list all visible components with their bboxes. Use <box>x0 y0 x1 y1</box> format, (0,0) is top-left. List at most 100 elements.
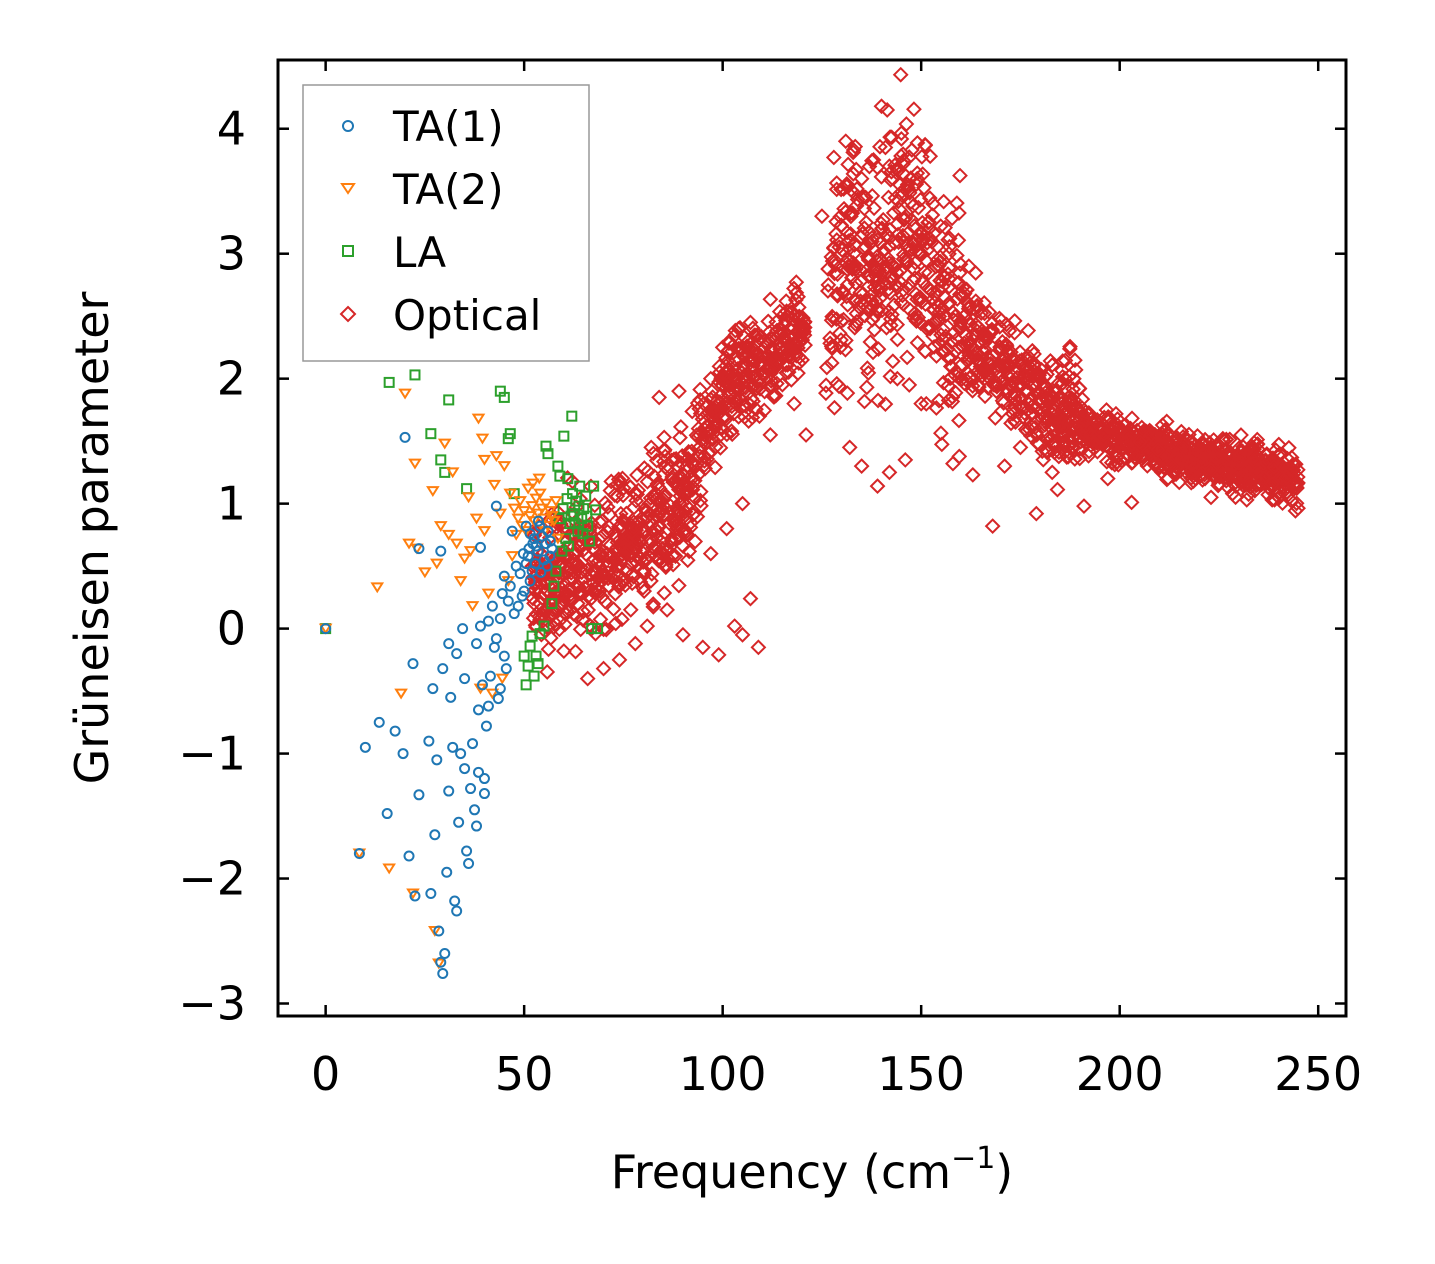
point-ta1 <box>486 600 498 612</box>
point-optical <box>1037 414 1054 431</box>
point-ta1 <box>502 595 514 607</box>
point-optical <box>880 250 897 267</box>
point-optical <box>895 165 912 182</box>
point-ta1 <box>447 741 459 753</box>
point-optical <box>781 346 798 362</box>
point-optical <box>1006 324 1023 341</box>
point-ta1 <box>359 741 371 753</box>
point-optical <box>873 98 890 115</box>
point-ta1 <box>512 600 524 612</box>
point-optical <box>975 328 992 345</box>
point-optical <box>899 349 916 366</box>
point-optical <box>833 217 850 234</box>
point-optical <box>636 562 653 579</box>
point-ta1 <box>451 648 463 660</box>
point-optical <box>740 413 757 429</box>
point-optical <box>831 378 847 395</box>
point-optical <box>853 458 870 475</box>
point-optical <box>702 423 719 440</box>
point-ta1 <box>516 590 528 602</box>
point-optical <box>924 292 941 308</box>
point-optical <box>768 375 785 392</box>
point-ta1 <box>423 735 435 747</box>
y-tick-label: 2 <box>217 352 246 406</box>
point-optical <box>964 378 981 394</box>
point-optical <box>866 200 882 217</box>
point-optical <box>781 349 797 365</box>
point-ta1 <box>518 585 530 597</box>
point-optical <box>875 211 892 228</box>
y-tick-label: −2 <box>178 852 246 906</box>
point-optical <box>895 282 912 298</box>
point-optical <box>845 144 862 161</box>
point-optical <box>619 561 636 578</box>
point-optical <box>572 518 588 535</box>
point-optical <box>951 286 968 303</box>
point-optical <box>762 426 779 443</box>
point-optical <box>822 335 839 352</box>
point-optical <box>614 512 631 529</box>
point-ta2 <box>418 567 432 579</box>
point-ta1 <box>389 725 401 737</box>
point-optical <box>778 364 795 381</box>
point-optical <box>1048 384 1064 401</box>
point-optical <box>643 565 660 582</box>
point-optical <box>591 514 608 531</box>
point-optical <box>712 439 729 456</box>
point-optical <box>894 227 911 244</box>
point-optical <box>573 564 590 581</box>
point-ta2 <box>485 688 500 700</box>
point-optical <box>692 381 709 398</box>
point-optical <box>609 550 626 567</box>
point-optical <box>692 444 709 461</box>
point-optical <box>883 256 900 273</box>
point-optical <box>1050 444 1067 461</box>
point-optical <box>714 368 731 385</box>
point-ta2 <box>461 492 476 504</box>
point-optical <box>638 502 655 519</box>
point-optical <box>1184 456 1201 473</box>
point-optical <box>954 279 971 296</box>
point-optical <box>839 276 856 293</box>
point-optical <box>1011 353 1028 370</box>
point-ta1 <box>439 948 451 960</box>
point-optical <box>540 641 557 658</box>
point-optical <box>870 341 887 357</box>
point-optical <box>1124 410 1140 427</box>
point-optical <box>714 420 731 437</box>
point-optical <box>1235 468 1252 485</box>
point-optical <box>720 335 737 352</box>
point-ta1 <box>469 804 481 816</box>
point-optical <box>690 466 707 483</box>
point-optical <box>1096 426 1112 443</box>
point-la <box>569 518 581 530</box>
point-ta1 <box>409 890 421 902</box>
point-optical <box>1248 464 1264 481</box>
point-optical <box>862 334 879 350</box>
point-optical <box>659 601 676 618</box>
point-ta1 <box>480 720 492 732</box>
data-points-layer <box>318 66 1306 980</box>
point-optical <box>951 205 967 221</box>
point-optical <box>922 320 938 337</box>
point-optical <box>848 161 865 178</box>
point-ta1 <box>459 673 471 685</box>
point-optical <box>892 66 909 83</box>
point-optical <box>1238 491 1255 508</box>
point-optical <box>1274 458 1291 475</box>
point-optical <box>1067 420 1084 437</box>
point-optical <box>921 214 937 230</box>
point-optical <box>562 602 578 619</box>
point-ta2 <box>532 473 547 485</box>
point-optical <box>860 268 877 285</box>
point-ta2 <box>465 601 480 612</box>
x-tick-label: 150 <box>877 1047 965 1101</box>
point-ta1 <box>534 520 546 532</box>
point-ta1 <box>427 683 439 695</box>
point-optical <box>918 320 935 336</box>
point-optical <box>628 492 645 509</box>
point-optical <box>640 463 657 480</box>
point-optical <box>594 513 611 530</box>
point-optical <box>928 400 945 416</box>
point-optical <box>702 545 719 562</box>
